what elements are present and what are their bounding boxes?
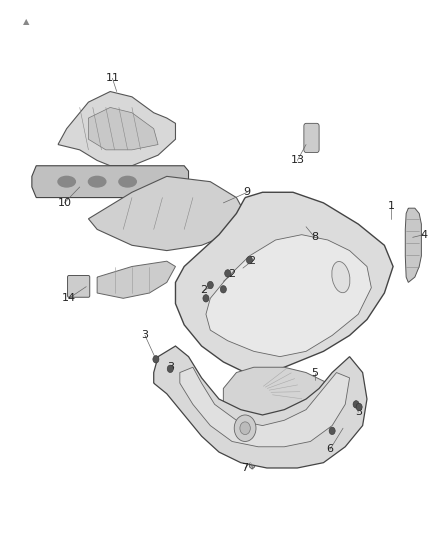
Text: 3: 3 bbox=[168, 362, 175, 372]
Text: 3: 3 bbox=[355, 407, 362, 417]
Text: 7: 7 bbox=[241, 463, 249, 473]
Text: 5: 5 bbox=[311, 368, 318, 377]
PathPatch shape bbox=[180, 367, 350, 447]
Circle shape bbox=[356, 403, 362, 411]
FancyBboxPatch shape bbox=[67, 276, 90, 297]
PathPatch shape bbox=[58, 92, 176, 166]
PathPatch shape bbox=[405, 208, 421, 282]
Text: 10: 10 bbox=[57, 198, 71, 208]
PathPatch shape bbox=[289, 224, 306, 245]
Text: 2: 2 bbox=[229, 270, 236, 279]
PathPatch shape bbox=[97, 261, 176, 298]
Text: 6: 6 bbox=[326, 445, 333, 455]
PathPatch shape bbox=[88, 108, 158, 150]
PathPatch shape bbox=[88, 176, 245, 251]
Text: 9: 9 bbox=[244, 187, 251, 197]
Circle shape bbox=[225, 270, 231, 277]
Text: 1: 1 bbox=[388, 200, 394, 211]
Ellipse shape bbox=[332, 262, 350, 293]
Text: ▲: ▲ bbox=[23, 17, 30, 26]
Text: 8: 8 bbox=[311, 232, 318, 243]
Text: 13: 13 bbox=[290, 156, 304, 165]
PathPatch shape bbox=[206, 235, 371, 357]
Ellipse shape bbox=[119, 176, 136, 187]
Circle shape bbox=[353, 401, 359, 408]
Ellipse shape bbox=[88, 176, 106, 187]
Circle shape bbox=[167, 365, 173, 373]
PathPatch shape bbox=[154, 346, 367, 468]
Circle shape bbox=[329, 427, 335, 434]
Text: 14: 14 bbox=[62, 293, 76, 303]
Text: 11: 11 bbox=[106, 73, 120, 83]
Circle shape bbox=[240, 422, 251, 434]
Circle shape bbox=[203, 295, 209, 302]
Circle shape bbox=[234, 415, 256, 441]
Text: 2: 2 bbox=[248, 256, 255, 266]
Circle shape bbox=[220, 286, 226, 293]
Circle shape bbox=[247, 256, 253, 264]
FancyBboxPatch shape bbox=[304, 123, 319, 152]
Text: 2: 2 bbox=[200, 285, 207, 295]
PathPatch shape bbox=[32, 166, 188, 198]
Circle shape bbox=[153, 356, 159, 363]
Text: 4: 4 bbox=[420, 230, 427, 240]
PathPatch shape bbox=[250, 464, 254, 469]
Text: 3: 3 bbox=[141, 330, 148, 341]
PathPatch shape bbox=[176, 192, 393, 373]
PathPatch shape bbox=[223, 367, 341, 431]
Ellipse shape bbox=[58, 176, 75, 187]
Circle shape bbox=[207, 281, 213, 289]
